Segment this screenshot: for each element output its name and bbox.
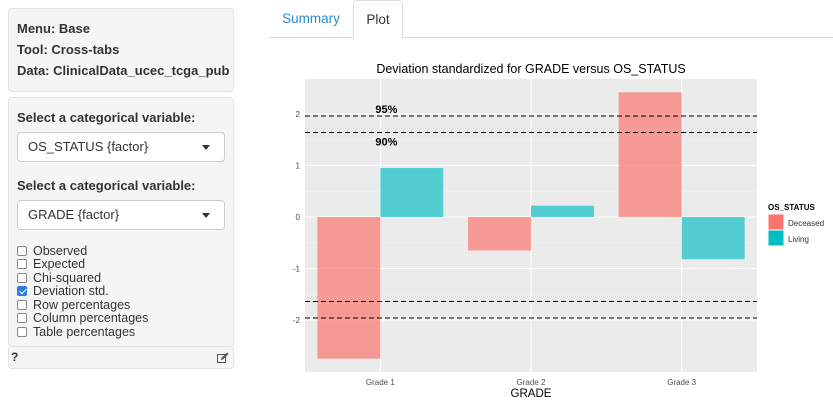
bar-deceased-grade-1	[317, 216, 381, 359]
checkbox-label: Table percentages	[33, 324, 136, 339]
bar-deceased-grade-2	[468, 216, 531, 251]
help-link[interactable]: ?	[11, 350, 19, 364]
legend-key-living	[767, 229, 785, 247]
checkbox-observed[interactable]: Observed	[17, 244, 225, 258]
legend-title: OS_STATUS	[768, 203, 815, 212]
bar-living-grade-1	[380, 168, 444, 217]
reference-lines: 95% 90%	[305, 104, 757, 319]
controls-panel: Select a categorical variable: OS_STATUS…	[8, 97, 234, 347]
axes: -2 -1 0 1 2 Grade 1 Grade 2 Grade 3	[293, 110, 697, 387]
x-tick-label: Grade 2	[517, 378, 546, 387]
checkbox-box[interactable]	[17, 272, 27, 283]
bar-deceased-grade-3	[618, 92, 682, 217]
checkbox-box[interactable]	[17, 286, 27, 297]
checkbox-label: Observed	[33, 243, 88, 258]
checkbox-label: Row percentages	[33, 297, 131, 312]
checkbox-box[interactable]	[17, 259, 27, 270]
tool-label: Tool: Cross-tabs	[17, 42, 120, 57]
checkbox-label: Chi-squared	[33, 270, 102, 285]
dataset-info-panel: Menu: Base Tool: Cross-tabs Data: Clinic…	[8, 8, 234, 92]
checkbox-table-percentages[interactable]: Table percentages	[17, 325, 225, 339]
checkbox-label: Expected	[33, 257, 86, 272]
reference-line-label: 90%	[375, 137, 397, 149]
legend-label-deceased: Deceased	[788, 219, 824, 228]
tab-bar: Summary Plot	[269, 0, 833, 39]
checkbox-box[interactable]	[17, 299, 27, 310]
reference-line-label: 95%	[375, 104, 397, 116]
checkbox-chi-squared[interactable]: Chi-squared	[17, 271, 225, 285]
edit-icon[interactable]	[217, 351, 229, 369]
y-tick-label: 1	[296, 161, 301, 170]
checkbox-label: Deviation std.	[33, 284, 109, 299]
checkbox-label: Column percentages	[33, 311, 149, 326]
y-tick-label: 2	[296, 110, 301, 119]
checkbox-expected[interactable]: Expected	[17, 257, 225, 272]
deviation-chart: Deviation standardized for GRADE versus …	[293, 62, 824, 400]
bar-living-grade-2	[531, 205, 594, 217]
bars	[317, 92, 745, 359]
legend-label-living: Living	[788, 235, 809, 244]
x-tick-label: Grade 3	[667, 378, 696, 387]
tab-plot[interactable]: Plot	[353, 0, 403, 39]
checkbox-deviation-std[interactable]: Deviation std.	[17, 284, 225, 299]
bar-living-grade-3	[681, 216, 745, 260]
checkbox-box[interactable]	[17, 313, 27, 324]
variable-1-select-value: OS_STATUS {factor}	[28, 139, 149, 154]
checkbox-box[interactable]	[17, 245, 27, 256]
y-tick-label: -2	[293, 316, 301, 325]
variable-2-select-value: GRADE {factor}	[28, 207, 120, 222]
chevron-down-icon	[202, 213, 210, 218]
y-tick-label: 0	[296, 213, 301, 222]
output-checkbox-list: Observed Expected Chi-squared Deviation …	[17, 244, 225, 339]
legend: OS_STATUS Deceased Living	[767, 203, 824, 247]
chart-title: Deviation standardized for GRADE versus …	[376, 62, 685, 76]
data-label: Data: ClinicalData_ucec_tcga_pub	[17, 63, 230, 78]
select-variable-1-label: Select a categorical variable:	[17, 110, 196, 125]
y-tick-label: -1	[293, 265, 301, 274]
checkbox-row-percentages[interactable]: Row percentages	[17, 298, 225, 312]
menu-label: Menu: Base	[17, 21, 90, 36]
select-variable-2-label: Select a categorical variable:	[17, 178, 196, 193]
variable-2-select[interactable]: GRADE {factor}	[17, 200, 225, 230]
chevron-down-icon	[202, 145, 210, 150]
checkbox-column-percentages[interactable]: Column percentages	[17, 311, 225, 326]
legend-key-deceased	[767, 213, 785, 231]
help-bar: ?	[8, 347, 234, 369]
x-axis-title: GRADE	[511, 388, 552, 400]
tab-summary[interactable]: Summary	[282, 11, 340, 26]
x-tick-label: Grade 1	[366, 378, 395, 387]
variable-1-select[interactable]: OS_STATUS {factor}	[17, 132, 225, 162]
checkbox-box[interactable]	[17, 326, 27, 337]
